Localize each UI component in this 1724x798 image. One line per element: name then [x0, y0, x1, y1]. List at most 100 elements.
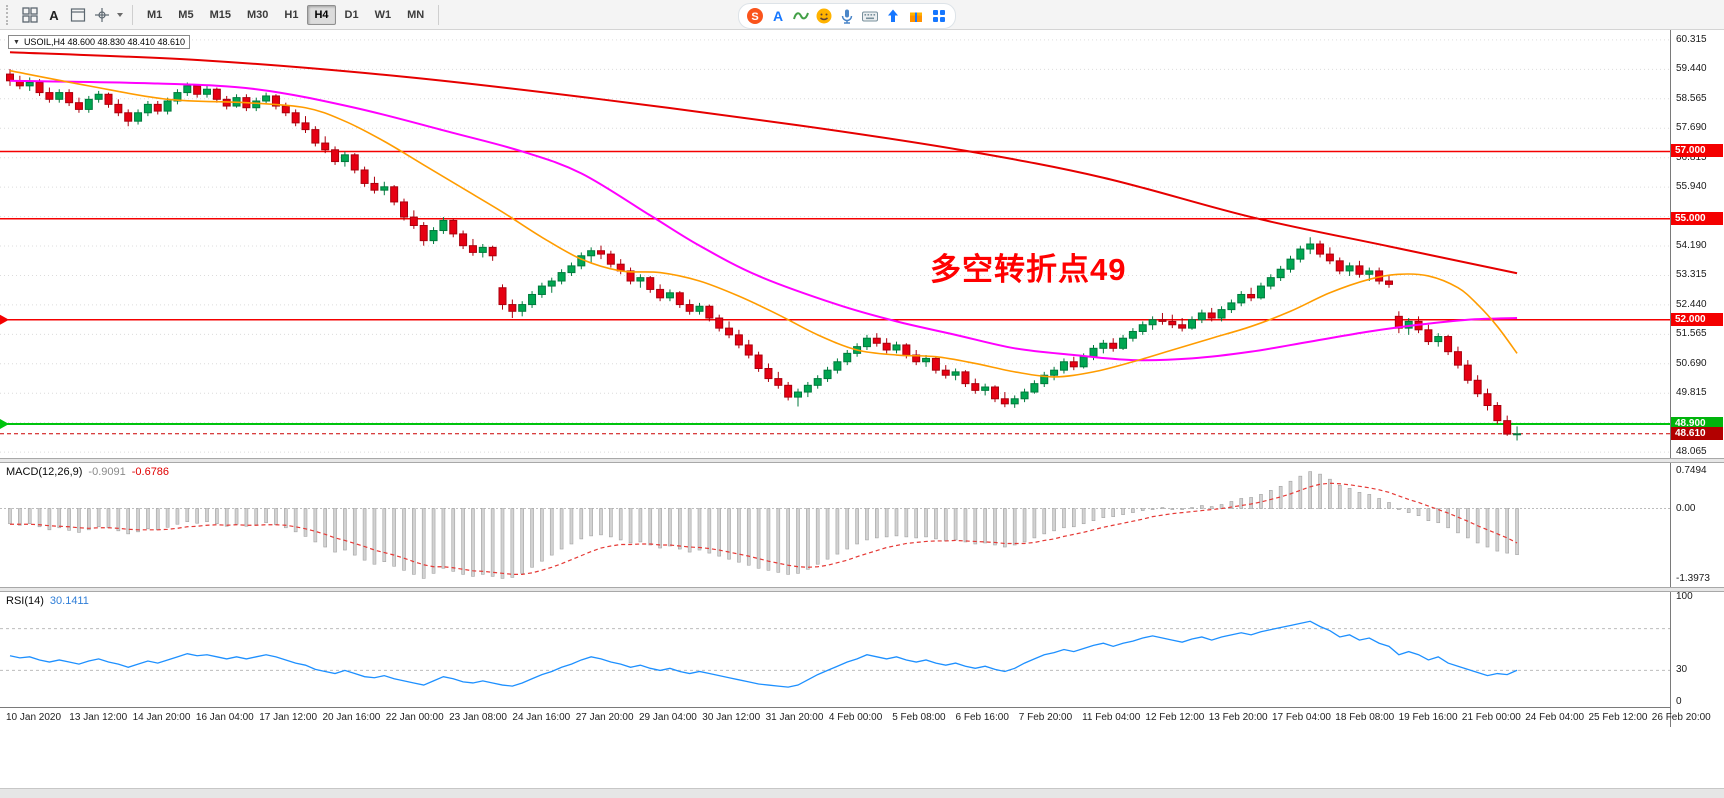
candle-body	[1217, 309, 1226, 319]
macd-histogram-bar	[421, 508, 426, 579]
dropdown-caret-icon[interactable]: ▼	[13, 38, 20, 46]
timeframe-m30[interactable]: M30	[240, 5, 275, 25]
candle-body	[1355, 265, 1364, 275]
macd-histogram-bar	[628, 508, 633, 544]
timeframe-m5[interactable]: M5	[171, 5, 200, 25]
candle-body	[1256, 285, 1265, 299]
rsi-panel-canvas[interactable]	[0, 592, 1670, 707]
macd-histogram-bar	[609, 508, 613, 538]
candle-body	[429, 230, 438, 242]
candle-body	[705, 305, 714, 319]
timeframe-w1[interactable]: W1	[368, 5, 399, 25]
panel-splitter[interactable]	[0, 587, 1724, 592]
macd-histogram-bar	[323, 508, 328, 548]
candle-body	[1237, 293, 1246, 304]
time-axis-label: 23 Jan 08:00	[449, 712, 507, 723]
candle-body	[84, 98, 93, 110]
candle-body	[1099, 342, 1108, 349]
candle-body	[941, 369, 950, 376]
arrow-up-icon[interactable]	[883, 6, 903, 26]
candle-body	[922, 357, 931, 363]
candle-body	[1158, 319, 1167, 322]
sogou-icon[interactable]: S	[745, 6, 765, 26]
apps-grid-icon[interactable]	[929, 6, 949, 26]
candle-body	[1020, 391, 1029, 400]
chart-annotation-text[interactable]: 多空转折点49	[930, 252, 1127, 287]
candle-body	[587, 250, 596, 257]
macd-histogram-bar	[549, 508, 554, 556]
time-axis-label: 31 Jan 20:00	[765, 712, 824, 723]
candle-body	[203, 88, 211, 95]
squiggle-icon[interactable]	[791, 6, 811, 26]
macd-histogram-bar	[392, 508, 396, 567]
candle-body	[1444, 336, 1453, 353]
macd-histogram-bar	[1466, 508, 1470, 539]
candle-body	[1503, 420, 1512, 435]
time-axis-label: 30 Jan 12:00	[702, 712, 761, 723]
macd-histogram-bar	[894, 508, 899, 537]
macd-histogram-bar	[1406, 508, 1411, 513]
chart-window-icon[interactable]	[67, 4, 89, 26]
macd-histogram-bar	[431, 508, 436, 574]
macd-histogram-bar	[815, 508, 820, 565]
candle-body	[813, 378, 822, 386]
keyboard-icon[interactable]	[860, 6, 880, 26]
timeframe-m15[interactable]: M15	[203, 5, 238, 25]
time-axis-label: 26 Feb 20:00	[1651, 712, 1711, 723]
candle-body	[734, 334, 743, 346]
dropdown-chevron-icon[interactable]	[115, 4, 125, 26]
price-axis[interactable]: 60.31559.44058.56557.69056.81555.94055.0…	[1670, 30, 1724, 727]
macd-histogram-bar	[934, 508, 938, 540]
time-axis[interactable]: 10 Jan 2020 13 Jan 12:00 14 Jan 20:00 16 Ja…	[0, 707, 1711, 727]
time-axis-label: 16 Jan 04:00	[195, 712, 254, 723]
price-tick-label: 57.690	[1676, 122, 1707, 134]
candle-body	[1138, 324, 1147, 332]
smiley-icon[interactable]	[814, 6, 834, 26]
timeframe-h1[interactable]: H1	[277, 5, 305, 25]
time-axis-label: 11 Feb 04:00	[1082, 712, 1141, 723]
candle-body	[892, 344, 901, 351]
candle-body	[961, 371, 970, 385]
timeframe-h4[interactable]: H4	[307, 4, 336, 25]
candle-body	[173, 92, 182, 102]
macd-histogram-bar	[500, 508, 505, 579]
price-tick-label: 59.440	[1676, 63, 1707, 75]
gift-icon[interactable]	[906, 6, 926, 26]
annotate-letter-icon[interactable]: A	[43, 4, 65, 26]
candle-body	[675, 292, 684, 306]
macd-histogram-bar	[746, 508, 751, 566]
timeframe-mn[interactable]: MN	[400, 5, 431, 25]
macd-histogram-bar	[303, 508, 308, 537]
candle-body	[1197, 312, 1206, 321]
main-chart-canvas[interactable]	[0, 30, 1670, 458]
candle-body	[1434, 336, 1443, 343]
timeframe-d1[interactable]: D1	[338, 5, 366, 25]
candle-body	[1109, 342, 1118, 349]
candle-body	[114, 103, 123, 114]
macd-indicator-label: MACD(12,26,9) -0.9091 -0.6786	[6, 466, 169, 478]
candle-body	[1010, 398, 1019, 405]
macd-histogram-bar	[1131, 508, 1135, 513]
candle-body	[606, 253, 615, 265]
window-bottom-gap	[0, 727, 1724, 788]
macd-histogram-bar	[953, 508, 958, 541]
candle-body	[882, 342, 891, 351]
macd-histogram-bar	[796, 508, 800, 574]
time-axis-label: 6 Feb 16:00	[955, 712, 1009, 723]
macd-histogram-bar	[737, 508, 741, 563]
macd-histogram-bar	[993, 508, 997, 546]
macd-histogram-bar	[1081, 508, 1086, 525]
candle-body	[725, 327, 734, 336]
macd-histogram-bar	[293, 508, 298, 533]
chart-modules-icon[interactable]	[19, 4, 41, 26]
letter-a-icon[interactable]: A	[768, 6, 788, 26]
macd-histogram-bar	[1190, 507, 1194, 509]
price-tick-label: 53.315	[1676, 269, 1707, 281]
crosshair-icon[interactable]	[91, 4, 113, 26]
panel-splitter[interactable]	[0, 458, 1724, 463]
timeframe-m1[interactable]: M1	[140, 5, 169, 25]
macd-tick-label: 0.00	[1676, 502, 1696, 514]
toolbar-drag-handle[interactable]	[6, 4, 13, 25]
microphone-icon[interactable]	[837, 6, 857, 26]
macd-panel-canvas[interactable]	[0, 463, 1670, 587]
